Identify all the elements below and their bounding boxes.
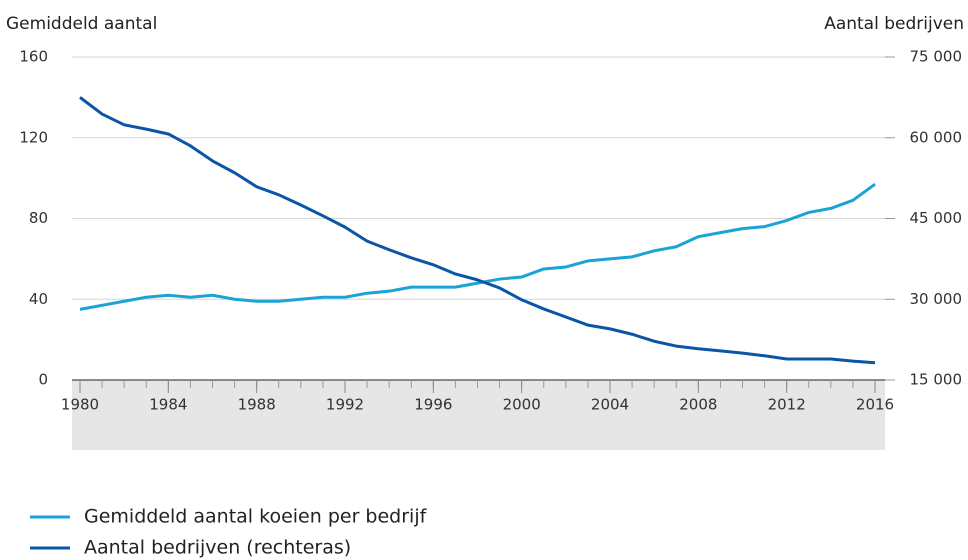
series-line	[79, 182, 876, 311]
x-tick-label: 1996	[414, 396, 452, 414]
x-tick-label: 2000	[503, 396, 541, 414]
y-tick-label: 40	[29, 290, 48, 308]
y-tick-label: 120	[19, 128, 48, 146]
y2-tick-label: 30 000	[910, 290, 963, 308]
y2-tick-label: 60 000	[910, 128, 963, 146]
y2-tick-label: 15 000	[910, 371, 963, 389]
x-tick-label: 2012	[768, 396, 806, 414]
y-tick-label: 80	[29, 209, 48, 227]
y2-tick-label: 75 000	[910, 48, 963, 66]
axis-band	[72, 380, 885, 450]
x-tick-label: 1984	[149, 396, 187, 414]
x-tick-label: 1992	[326, 396, 364, 414]
x-tick-label: 1980	[61, 396, 99, 414]
x-tick-label: 2008	[679, 396, 717, 414]
x-tick-label: 2004	[591, 396, 629, 414]
y2-axis-title: Aantal bedrijven	[824, 14, 964, 34]
x-tick-label: 2016	[856, 396, 894, 414]
legend-label: Gemiddeld aantal koeien per bedrijf	[84, 506, 428, 528]
series-line	[79, 96, 876, 365]
y-tick-label: 160	[19, 48, 48, 66]
legend-label: Aantal bedrijven (rechteras)	[84, 537, 351, 559]
y-tick-label: 0	[38, 371, 48, 389]
y2-tick-label: 45 000	[910, 209, 963, 227]
y-axis-title: Gemiddeld aantal	[6, 14, 157, 34]
x-tick-label: 1988	[238, 396, 276, 414]
